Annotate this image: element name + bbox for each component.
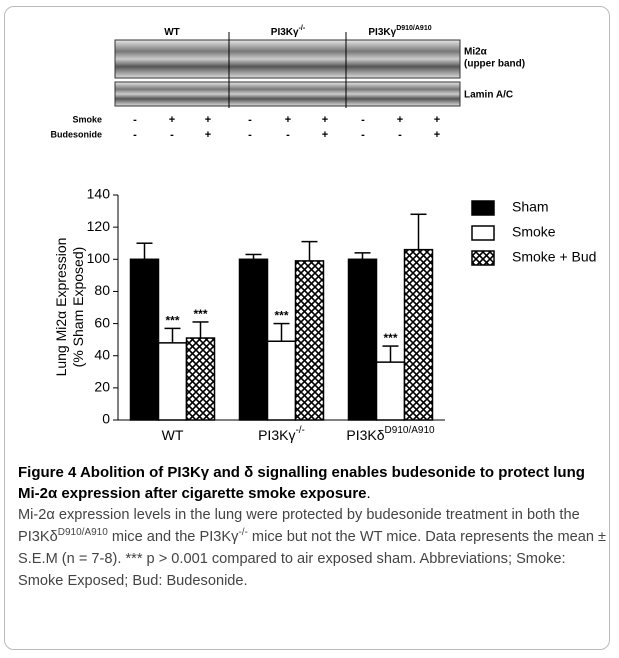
blot-group-label: PI3Kγ-/- (271, 25, 306, 38)
text-part: D910/A910 (396, 25, 432, 32)
significance: *** (383, 331, 397, 345)
legend-label: Smoke + Bud (512, 249, 596, 265)
sign: - (361, 129, 365, 141)
sign: + (397, 114, 403, 126)
caption-text: mice and the PI3Kγ (107, 529, 239, 545)
row-label: Budesonide (50, 129, 102, 139)
bar (238, 258, 269, 421)
y-tick-label: 20 (94, 379, 110, 395)
sign: + (205, 114, 211, 126)
caption-text: mice but not the WT mice. Data represent… (18, 529, 607, 589)
caption-title: Figure 4 Abolition of PI3Kγ and δ signal… (18, 464, 585, 502)
text-part: PI3Kγ (271, 27, 299, 38)
text-part: PI3Kγ (258, 427, 295, 443)
bar (347, 258, 378, 421)
superscript: -/- (238, 527, 248, 539)
sign: + (169, 114, 175, 126)
bar (266, 340, 297, 421)
y-tick-label: 40 (94, 346, 110, 362)
text-part: PI3Kδ (346, 427, 384, 443)
figure-frame (4, 6, 610, 650)
caption-body: Mi-2α expression levels in the lung were… (18, 507, 606, 589)
caption-text: Mi-2α expression levels in the lung were… (18, 507, 580, 545)
y-tick-label: 120 (87, 218, 111, 234)
blot-group-label: WT (164, 27, 180, 38)
band-label: (upper band) (464, 59, 525, 70)
significance: *** (165, 314, 179, 328)
legend-swatch (471, 225, 495, 241)
caption-title-end: . (366, 485, 371, 502)
blot-mi2a (114, 39, 461, 79)
bar (185, 337, 216, 421)
bar (129, 258, 160, 421)
text-part: D910/A910 (385, 425, 435, 436)
band-label: Lamin A/C (464, 90, 513, 101)
blot-lamin (114, 81, 461, 107)
sign: - (170, 129, 174, 141)
sign: - (133, 129, 137, 141)
sign: - (248, 129, 252, 141)
y-axis-label: Lung Mi2α Expression(% Sham Exposed) (53, 238, 86, 377)
superscript: D910/A910 (57, 527, 108, 539)
sign: + (205, 129, 211, 141)
legend-label: Smoke (512, 224, 556, 240)
legend-label: Sham (512, 199, 549, 215)
x-tick-label: PI3Kγ-/- (258, 425, 305, 443)
text-part: PI3Kγ (368, 27, 396, 38)
sign: - (248, 114, 252, 126)
band-label: Mi2α (464, 47, 488, 58)
y-tick-label: 60 (94, 314, 110, 330)
bar (403, 248, 434, 421)
row-label: Smoke (72, 114, 102, 124)
bar (375, 361, 406, 421)
sign: - (133, 114, 137, 126)
text-part: WT (162, 427, 184, 443)
y-tick-label: 140 (87, 186, 111, 202)
y-tick-label: 80 (94, 282, 110, 298)
text-part: Lung Mi2α Expression (53, 238, 69, 377)
y-tick-label: 0 (102, 411, 110, 427)
sign: - (398, 129, 402, 141)
text-part: (% Sham Exposed) (70, 247, 86, 368)
sign: + (434, 129, 440, 141)
bar (157, 342, 188, 421)
caption: Figure 4 Abolition of PI3Kγ and δ signal… (18, 462, 608, 592)
text-part: -/- (299, 25, 306, 32)
sign: + (322, 129, 328, 141)
text-part: -/- (295, 425, 304, 436)
sign: + (322, 114, 328, 126)
bar (294, 260, 325, 421)
blot-group-label: PI3KγD910/A910 (368, 25, 431, 38)
sign: + (434, 114, 440, 126)
x-tick-label: WT (162, 427, 184, 443)
text-part: WT (164, 27, 180, 38)
significance: *** (274, 309, 288, 323)
significance: *** (193, 307, 207, 321)
legend-swatch (471, 250, 495, 266)
legend-swatch (471, 200, 495, 216)
sign: - (286, 129, 290, 141)
sign: - (361, 114, 365, 126)
y-tick-label: 100 (87, 250, 111, 266)
sign: + (285, 114, 291, 126)
x-tick-label: PI3KδD910/A910 (346, 425, 435, 443)
